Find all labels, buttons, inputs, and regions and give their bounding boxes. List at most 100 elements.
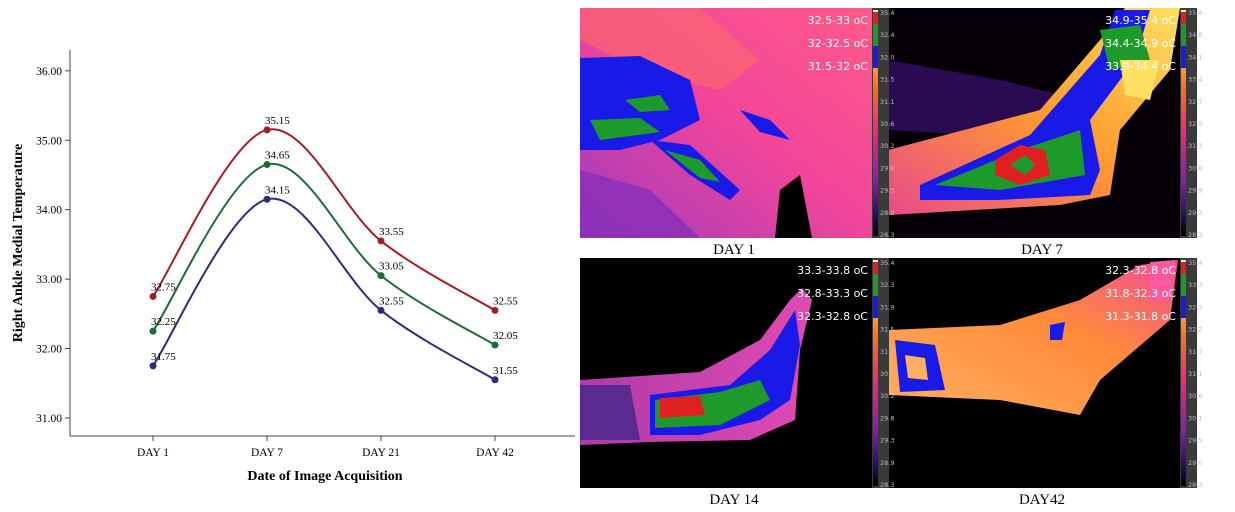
image-caption: DAY 14 (709, 492, 759, 508)
colorbar-label: 29.5 (1188, 437, 1202, 445)
colorbar-band (873, 262, 878, 274)
data-label: 32.55 (493, 295, 518, 307)
colorbar-label: 32.2 (1188, 326, 1202, 334)
y-tick-label: 32.00 (36, 344, 62, 356)
y-tick-label: 34.00 (36, 205, 62, 217)
colorbar-band (1181, 296, 1186, 318)
data-point (491, 306, 499, 314)
legend-label: 33.9-34.4 oC (1105, 60, 1176, 73)
image-caption: DAY42 (1019, 492, 1065, 508)
colorbar-label: 32.4 (880, 31, 894, 39)
colorbar-label: 29.0 (1188, 459, 1202, 467)
data-label: 31.75 (151, 351, 176, 363)
thermal-image (580, 8, 872, 238)
legend-label: 31.8-32.3 oC (1105, 287, 1176, 300)
legend-label: 33.3-33.8 oC (797, 264, 868, 277)
x-tick-label: DAY 21 (362, 447, 400, 459)
colorbar-label: 34.8 (1188, 31, 1202, 39)
colorbar-label: 35.4 (880, 9, 894, 17)
data-point (263, 161, 271, 169)
colorbar-label: 31.3 (1188, 142, 1202, 150)
colorbar-label: 30.2 (880, 392, 894, 400)
colorbar (873, 10, 878, 236)
data-point (263, 126, 271, 134)
legend-label: 32.3-32.8 oC (1105, 264, 1176, 277)
colorbar-label: 31.1 (880, 348, 894, 356)
colorbar-label: 28.9 (880, 459, 894, 467)
colorbar-label: 32.7 (1188, 98, 1202, 106)
data-point (377, 272, 385, 280)
data-label: 32.55 (379, 295, 404, 307)
colorbar-label: 31.5 (880, 76, 894, 84)
data-point (491, 376, 499, 384)
data-point (149, 327, 157, 335)
legend-label: 34.9-35.4 oC (1105, 14, 1176, 27)
data-point (149, 292, 157, 300)
legend-label: 32.3-32.8 oC (797, 310, 868, 323)
data-point (149, 362, 157, 370)
colorbar-label: 30.6 (880, 120, 894, 128)
data-point (377, 237, 385, 245)
colorbar-label: 35.4 (880, 259, 894, 267)
colorbar-band (873, 46, 878, 68)
colorbar-label: 28.3 (1188, 231, 1202, 239)
colorbar-label: 31.5 (880, 326, 894, 334)
colorbar-label: 32.0 (1188, 120, 1202, 128)
legend-label: 32-32.5 oC (808, 37, 869, 50)
data-point (491, 341, 499, 349)
data-label: 35.15 (265, 115, 290, 127)
colorbar-label: 30.6 (1188, 392, 1202, 400)
data-label: 32.75 (151, 281, 176, 293)
legend-label: 34.4-34.9 oC (1105, 37, 1176, 50)
colorbar-label: 34.1 (1188, 53, 1202, 61)
colorbar-label: 30.2 (880, 142, 894, 150)
x-tick-label: DAY 7 (251, 447, 283, 459)
colorbar-label: 28.3 (880, 481, 894, 489)
image-caption: DAY 7 (1021, 242, 1063, 258)
colorbar-label: 29.3 (880, 187, 894, 195)
legend-label: 32.5-33 oC (808, 14, 869, 27)
data-label: 32.05 (493, 330, 518, 342)
colorbar-label: 30.6 (1188, 164, 1202, 172)
series-line (152, 163, 496, 346)
data-label: 34.15 (265, 184, 290, 196)
colorbar (1181, 260, 1186, 486)
image-caption: DAY 1 (713, 242, 755, 258)
colorbar-label: 35.4 (1188, 259, 1202, 267)
colorbar-label: 35.4 (1188, 9, 1202, 17)
colorbar-label: 28.3 (1188, 481, 1202, 489)
legend-label: 32.8-33.3 oC (797, 287, 868, 300)
data-label: 32.25 (151, 316, 176, 328)
x-axis-title: Date of Image Acquisition (247, 469, 402, 484)
colorbar-label: 33.3 (1188, 281, 1202, 289)
colorbar-band (1181, 274, 1186, 296)
colorbar-band (1181, 262, 1186, 274)
data-label: 33.05 (379, 261, 404, 273)
colorbar-label: 29.8 (880, 414, 894, 422)
colorbar-label: 28.3 (880, 231, 894, 239)
colorbar-label: 30.1 (1188, 414, 1202, 422)
y-axis-title: Right Ankle Medial Temperature (11, 144, 26, 342)
colorbar-label: 30.6 (880, 370, 894, 378)
legend-label: 31.3-31.8 oC (1105, 310, 1176, 323)
colorbar-label: 29.2 (1188, 209, 1202, 217)
colorbar-label: 29.3 (880, 437, 894, 445)
data-label: 34.65 (265, 150, 290, 162)
colorbar-band (1181, 46, 1186, 68)
colorbar (1181, 10, 1186, 236)
colorbar-band (873, 274, 878, 296)
thermal-image (888, 8, 1180, 238)
x-tick-label: DAY 1 (137, 447, 169, 459)
x-tick-label: DAY 42 (476, 447, 514, 459)
colorbar (873, 260, 878, 486)
data-label: 31.55 (493, 365, 518, 377)
colorbar-band (873, 12, 878, 24)
colorbar-label: 31.1 (880, 98, 894, 106)
colorbar-label: 28.9 (880, 209, 894, 217)
colorbar-band (873, 296, 878, 318)
colorbar-label: 32.0 (880, 53, 894, 61)
series-line (152, 197, 496, 381)
colorbar-label: 33.4 (1188, 76, 1202, 84)
